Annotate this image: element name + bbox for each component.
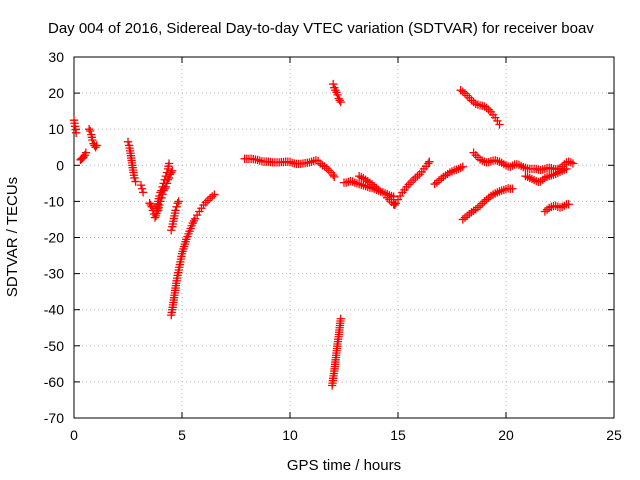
x-tick-label: 0 xyxy=(70,427,78,443)
grid xyxy=(74,57,614,418)
data-point xyxy=(72,128,81,137)
x-tick-label: 15 xyxy=(390,427,406,443)
data-point xyxy=(562,164,571,174)
y-tick-label: -10 xyxy=(44,193,64,209)
data-point xyxy=(81,148,91,157)
data-point xyxy=(123,137,133,146)
series-arc-06 xyxy=(145,159,174,222)
series-arc-09 xyxy=(167,190,219,320)
x-tick-label: 10 xyxy=(282,427,298,443)
data-point xyxy=(171,206,180,215)
series-arc-07 xyxy=(154,166,177,215)
series-arc-16 xyxy=(430,162,467,189)
data-point xyxy=(374,185,383,194)
data-point xyxy=(136,181,146,190)
data-point xyxy=(564,200,573,209)
series-arc-17 xyxy=(456,86,504,129)
data-point xyxy=(157,193,166,202)
series-arc-18 xyxy=(469,148,578,175)
y-tick-label: 0 xyxy=(56,157,64,173)
data-point xyxy=(568,159,578,168)
data-point xyxy=(336,97,345,107)
y-tick-label: -40 xyxy=(44,302,64,318)
series-arc-11 xyxy=(329,79,345,107)
series-arc-02 xyxy=(76,148,91,165)
x-tick-label: 20 xyxy=(498,427,514,443)
data-point xyxy=(156,197,165,206)
chart-title: Day 004 of 2016, Sidereal Day-to-day VTE… xyxy=(48,20,594,37)
y-tick-label: 30 xyxy=(48,49,64,65)
x-tick-label: 25 xyxy=(606,427,622,443)
series-arc-15 xyxy=(383,157,434,210)
data-point xyxy=(162,179,172,188)
data-point xyxy=(389,192,398,201)
y-tick-label: 10 xyxy=(48,121,64,137)
data-point xyxy=(329,79,338,89)
data-point xyxy=(495,120,504,129)
y-tick-label: -30 xyxy=(44,266,64,282)
data-point xyxy=(425,157,434,166)
y-axis-label: SDTVAR / TECUs xyxy=(4,177,21,297)
series-arc-20 xyxy=(521,164,571,187)
series-arc-12 xyxy=(327,314,345,390)
series-arc-21 xyxy=(540,200,573,216)
data-point xyxy=(458,162,467,171)
series-arc-04 xyxy=(123,137,140,186)
data-point xyxy=(172,202,181,211)
x-axis-label: GPS time / hours xyxy=(287,457,401,474)
y-tick-label: -70 xyxy=(44,410,64,426)
y-tick-label: -50 xyxy=(44,338,64,354)
y-tick-label: 20 xyxy=(48,85,64,101)
data-point xyxy=(88,135,97,145)
data-point xyxy=(131,177,140,186)
data-point xyxy=(155,200,164,210)
data-point xyxy=(333,90,342,100)
data-point xyxy=(92,141,101,150)
series-arc-10 xyxy=(240,154,339,182)
data-point xyxy=(174,197,183,206)
data-point xyxy=(138,188,148,197)
y-tick-label: -20 xyxy=(44,230,64,246)
data-point xyxy=(168,166,177,175)
data-point xyxy=(210,190,219,199)
series-arc-14 xyxy=(354,171,383,194)
data-point xyxy=(508,184,517,193)
data-point xyxy=(86,126,95,136)
axis-ticks: 0 5 10 15 20 25 -70 -60 -50 -40 -30 -20 -10 0 10 20 30 xyxy=(44,49,622,443)
series-arc-03 xyxy=(84,125,101,152)
data-marks xyxy=(69,79,578,390)
data-point xyxy=(158,190,167,199)
series-arc-08 xyxy=(167,197,183,235)
y-tick-label: -60 xyxy=(44,374,64,390)
series-arc-05 xyxy=(136,181,148,197)
data-point xyxy=(167,226,176,235)
data-point xyxy=(336,314,345,323)
data-point xyxy=(164,173,174,183)
data-point xyxy=(137,184,147,193)
data-point xyxy=(164,159,174,168)
data-point xyxy=(130,173,139,183)
x-tick-label: 5 xyxy=(178,427,186,443)
data-point xyxy=(161,182,170,192)
data-point xyxy=(330,172,339,182)
series-arc-01 xyxy=(69,116,81,137)
series-arc-19 xyxy=(458,184,517,224)
